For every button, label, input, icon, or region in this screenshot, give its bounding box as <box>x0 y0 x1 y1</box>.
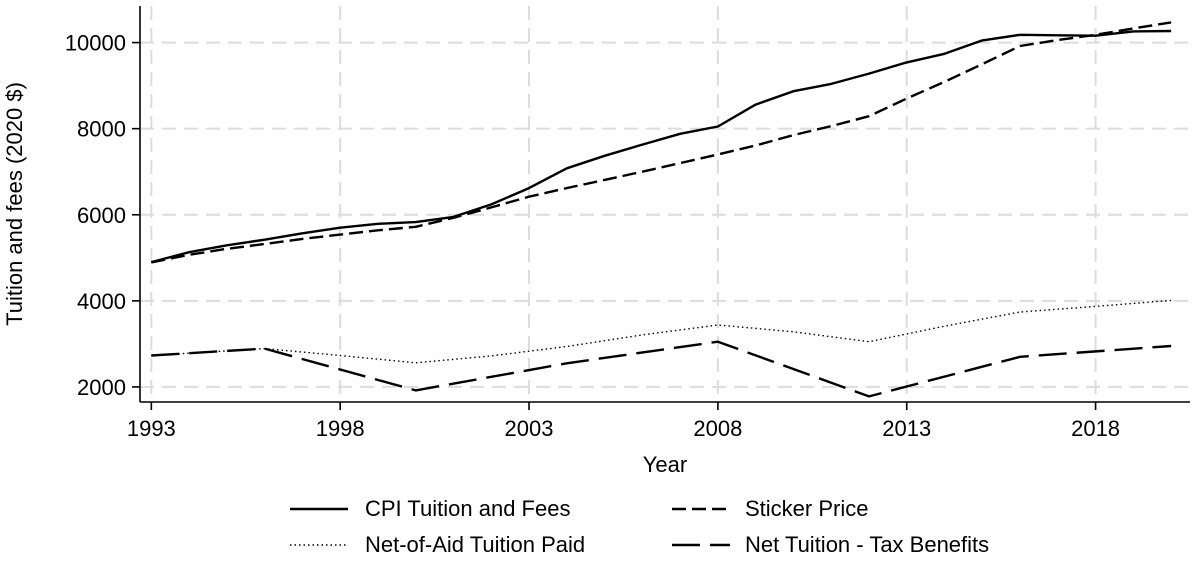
axes: 1993 1998 2003 2008 2013 2018 2000 4000 6000 8000… <box>65 6 1190 441</box>
x-axis-title: Year <box>643 452 687 477</box>
x-tick-label: 2018 <box>1071 416 1120 441</box>
y-tick-label: 2000 <box>77 375 126 400</box>
legend: CPI Tuition and Fees Sticker Price Net-o… <box>290 496 989 557</box>
x-tick-label: 1993 <box>127 416 176 441</box>
series-net-of-aid-line <box>151 299 1172 364</box>
x-tick-label: 2003 <box>505 416 554 441</box>
y-tick-label: 6000 <box>77 203 126 228</box>
legend-label-sticker-price: Sticker Price <box>745 496 868 521</box>
series-cpi-tuition-line <box>150 29 1172 264</box>
grid-lines <box>140 6 1190 402</box>
series-net-tuition-tax-line <box>151 340 1172 398</box>
y-tick-label: 8000 <box>77 117 126 142</box>
legend-label-net-of-aid: Net-of-Aid Tuition Paid <box>365 532 585 557</box>
x-tick-label: 2008 <box>693 416 742 441</box>
series-lines <box>150 21 1172 398</box>
x-tick-label: 2013 <box>882 416 931 441</box>
y-tick-label: 10000 <box>65 31 126 56</box>
series-sticker-price-line <box>151 21 1172 264</box>
y-tick-label: 4000 <box>77 289 126 314</box>
legend-label-cpi-tuition: CPI Tuition and Fees <box>365 496 570 521</box>
legend-label-net-tuition-tax: Net Tuition - Tax Benefits <box>745 532 989 557</box>
x-tick-label: 1998 <box>316 416 365 441</box>
y-axis-title: Tuition and fees (2020 $) <box>2 82 27 326</box>
